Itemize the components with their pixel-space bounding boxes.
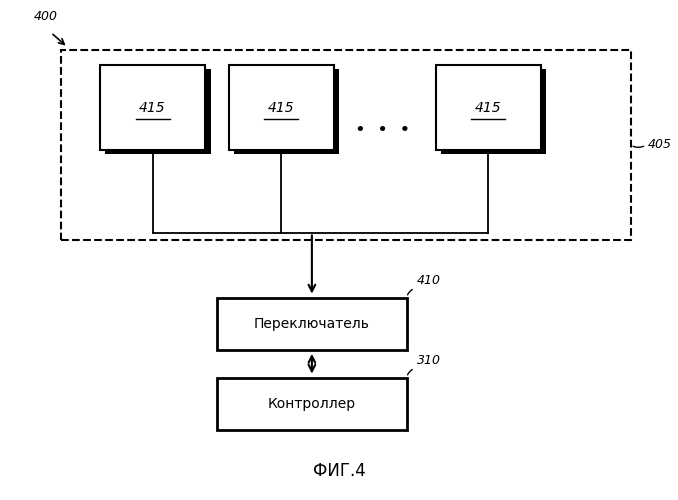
Bar xyxy=(217,378,407,430)
Text: 415: 415 xyxy=(268,100,295,114)
Text: 415: 415 xyxy=(475,100,502,114)
Text: •  •  •: • • • xyxy=(355,121,411,139)
Text: 415: 415 xyxy=(139,100,166,114)
Text: 410: 410 xyxy=(417,274,441,287)
Bar xyxy=(61,50,631,240)
Text: 400: 400 xyxy=(34,10,58,22)
Bar xyxy=(106,69,210,154)
Bar xyxy=(100,65,205,150)
Bar xyxy=(441,69,546,154)
Text: Переключатель: Переключатель xyxy=(254,317,370,331)
Text: ФИГ.4: ФИГ.4 xyxy=(313,462,365,480)
Text: 405: 405 xyxy=(647,138,671,151)
Bar xyxy=(228,65,334,150)
Bar xyxy=(217,298,407,350)
Bar xyxy=(235,69,339,154)
Text: Контроллер: Контроллер xyxy=(268,397,356,411)
Bar xyxy=(435,65,540,150)
Text: 310: 310 xyxy=(417,354,441,368)
